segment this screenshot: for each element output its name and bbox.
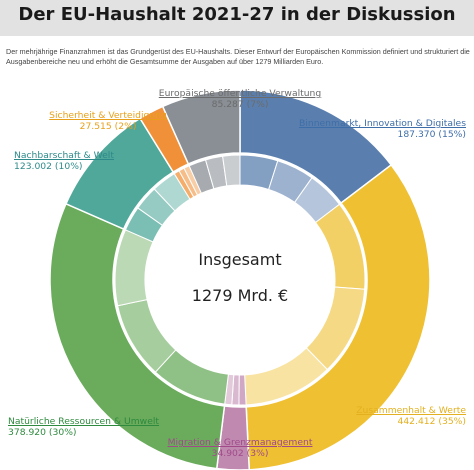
label-nachbarschaft-value: 123.002 (10%) <box>14 161 83 172</box>
inner-slice-2-0 <box>238 374 247 406</box>
label-verwaltung-name: Europäische öffentliche Verwaltung <box>158 88 322 99</box>
slice-6 <box>161 89 241 165</box>
label-nachbarschaft-name: Nachbarschaft & Welt <box>14 150 114 161</box>
inner-slice-3-2 <box>114 229 154 307</box>
label-binnenmarkt-name: Binnenmarkt, Innovation & Digitales <box>299 118 466 129</box>
slice-1 <box>245 163 431 470</box>
label-migration-value: 34.902 (3%) <box>211 448 269 459</box>
label-zusammenhalt-value: 442.412 (35%) <box>397 416 466 427</box>
label-verwaltung: Europäische öffentliche Verwaltung 85.28… <box>150 88 330 110</box>
center-label: Insgesamt <box>198 250 282 269</box>
chart-title: Der EU-Haushalt 2021-27 in der Diskussio… <box>18 4 456 25</box>
intro-text: Der mehrjährige Finanzrahmen ist das Gru… <box>6 47 470 66</box>
label-sicherheit: Sicherheit & Verteidigung 27.515 (2%) <box>38 110 178 132</box>
label-ressourcen-name: Natürliche Ressourcen & Umwelt <box>8 416 160 427</box>
label-verwaltung-value: 85.287 (7%) <box>211 99 269 110</box>
label-ressourcen: Natürliche Ressourcen & Umwelt 378.920 (… <box>8 416 198 438</box>
label-sicherheit-value: 27.515 (2%) <box>79 121 137 132</box>
label-migration-name: Migration & Grenzmanagement <box>167 437 313 448</box>
inner-slice-6-2 <box>222 154 241 187</box>
label-nachbarschaft: Nachbarschaft & Welt 123.002 (10%) <box>14 150 154 172</box>
center-value: 1279 Mrd. € <box>191 286 289 305</box>
slice-3 <box>49 202 226 470</box>
donut-hole <box>147 187 333 373</box>
label-migration: Migration & Grenzmanagement 34.902 (3%) <box>150 437 330 459</box>
title-band <box>0 0 474 36</box>
label-ressourcen-value: 378.920 (30%) <box>8 427 77 438</box>
label-binnenmarkt-value: 187.370 (15%) <box>397 129 466 140</box>
label-sicherheit-name: Sicherheit & Verteidigung <box>49 110 167 121</box>
label-zusammenhalt: Zusammenhalt & Werte 442.412 (35%) <box>316 405 466 427</box>
label-binnenmarkt: Binnenmarkt, Innovation & Digitales 187.… <box>286 118 466 140</box>
label-zusammenhalt-name: Zusammenhalt & Werte <box>356 405 466 416</box>
